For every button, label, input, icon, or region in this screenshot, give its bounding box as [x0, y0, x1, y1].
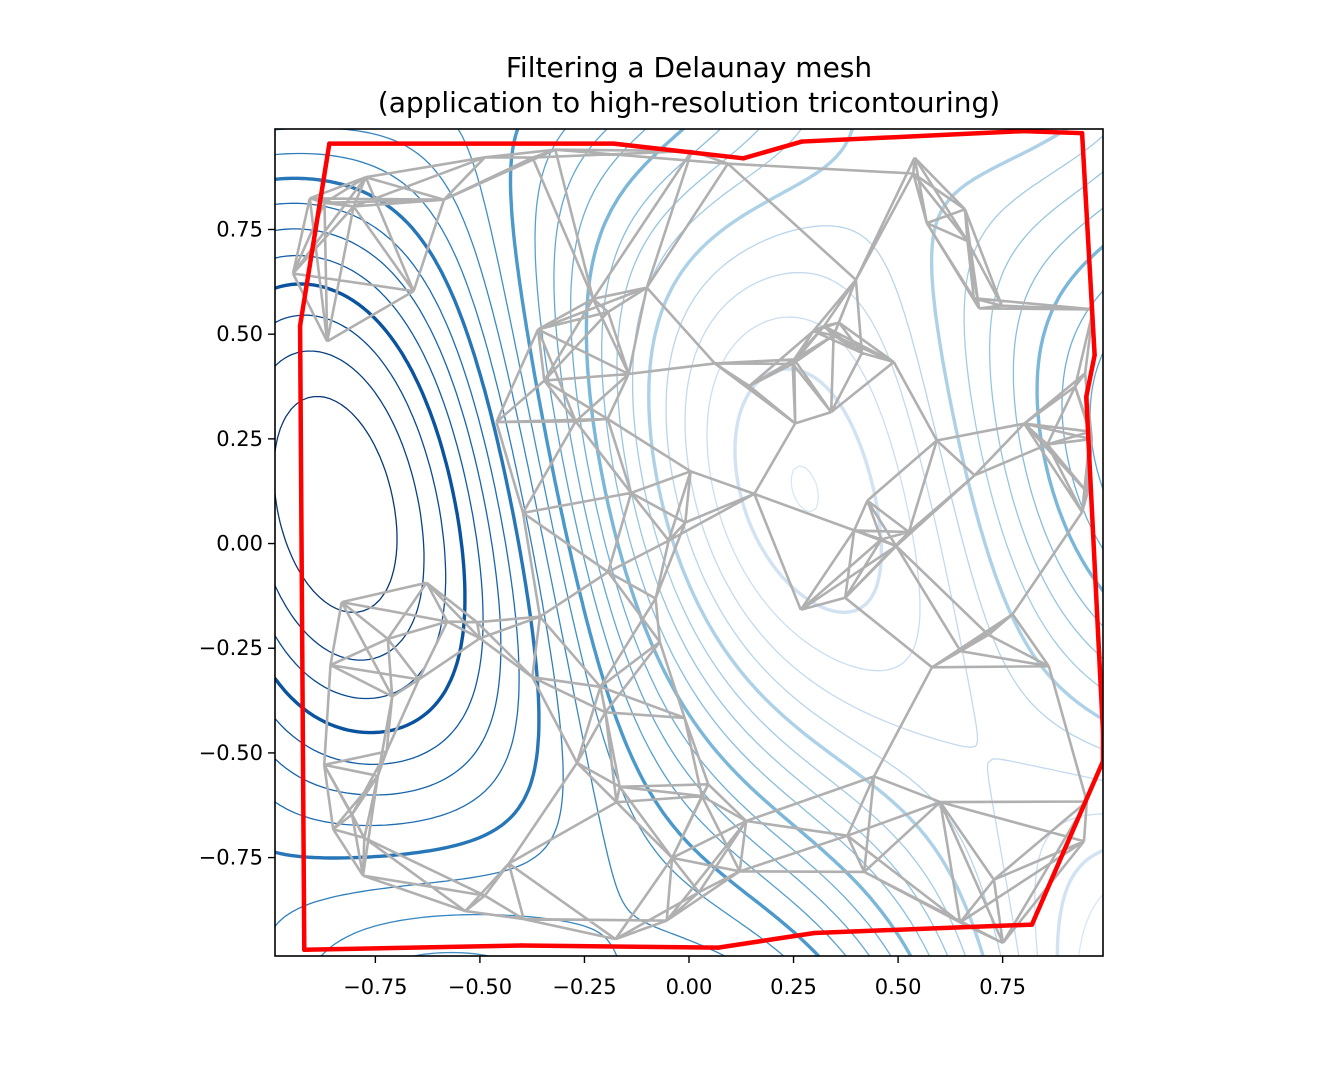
chart-title-line1: Filtering a Delaunay mesh [506, 51, 872, 84]
masked-edge [297, 323, 307, 952]
chart-title-line2: (application to high-resolution triconto… [378, 86, 1000, 119]
contour-line [616, 129, 1103, 956]
masked-edge [302, 943, 524, 952]
contour-lines [275, 129, 1103, 956]
x-tick-label: 0.25 [770, 975, 817, 999]
contour-line [275, 152, 564, 927]
x-tick-label: 0.50 [875, 975, 922, 999]
y-axis: 0.75 0.50 0.25 0.00 −0.25 −0.50 −0.75 [199, 217, 275, 870]
masked-boundary-edges [297, 129, 1103, 952]
contour-line [706, 316, 1103, 956]
contour-line [570, 129, 1103, 956]
masked-edge [297, 141, 332, 329]
masked-edge [716, 930, 817, 950]
masked-edge [812, 922, 1035, 936]
contour-line [601, 129, 1103, 956]
contour-line [665, 225, 1103, 956]
delaunay-mesh [291, 148, 1095, 945]
contour-line [275, 282, 467, 735]
masked-edge [611, 141, 746, 161]
masked-edge [741, 139, 805, 161]
y-tick-label: 0.00 [216, 532, 263, 556]
masked-edge [1021, 129, 1085, 136]
plot-area [275, 129, 1103, 956]
contour-line [275, 254, 484, 766]
y-tick-label: 0.50 [216, 322, 263, 346]
contour-line [790, 465, 1103, 956]
contour-line [647, 129, 1103, 956]
contour-line [275, 202, 520, 827]
y-tick-label: −0.75 [199, 846, 263, 870]
y-tick-label: −0.25 [199, 636, 263, 660]
contour-line [684, 271, 1103, 956]
mesh-edges [291, 148, 1095, 945]
x-tick-label: −0.50 [448, 975, 512, 999]
x-tick-label: −0.75 [343, 975, 407, 999]
masked-edge [1079, 130, 1097, 358]
y-tick-label: −0.50 [199, 741, 263, 765]
x-tick-label: 0.00 [666, 975, 713, 999]
x-tick-label: 0.75 [979, 975, 1026, 999]
x-axis: −0.75 −0.50 −0.25 0.00 0.25 0.50 0.75 [343, 956, 1026, 999]
y-tick-label: 0.75 [216, 217, 263, 241]
masked-edge [1084, 352, 1097, 400]
masked-edge [519, 943, 721, 950]
masked-edge [1029, 759, 1103, 927]
contour-line [631, 129, 1103, 956]
masked-edge [799, 129, 1026, 144]
y-tick-label: 0.25 [216, 427, 263, 451]
contour-line [275, 395, 398, 614]
contour-line [413, 129, 785, 956]
contour-line [275, 228, 502, 796]
x-tick-label: −0.25 [552, 975, 616, 999]
masked-edge [1084, 394, 1103, 735]
